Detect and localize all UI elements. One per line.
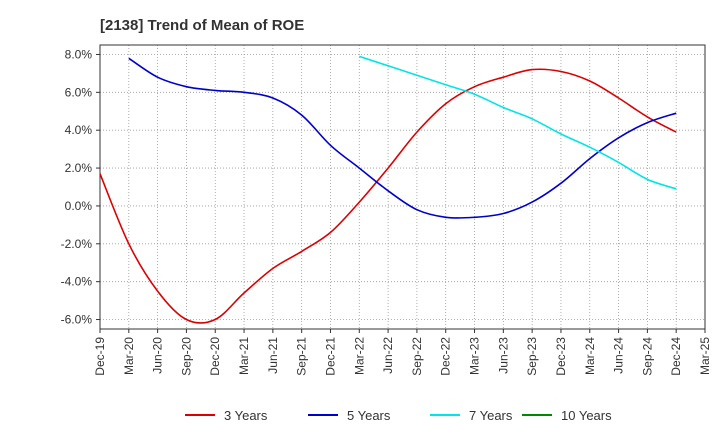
series-line-7-years xyxy=(359,55,677,190)
x-tick-label: Jun-22 xyxy=(381,337,395,374)
x-tick-label: Sep-24 xyxy=(640,337,654,376)
legend-label-7-years: 7 Years xyxy=(469,408,513,423)
series-line-3-years xyxy=(99,68,677,324)
x-tick-label: Mar-25 xyxy=(698,337,712,375)
plot-frame xyxy=(99,44,706,330)
x-tick-label: Sep-23 xyxy=(525,337,539,376)
x-tick-label: Jun-21 xyxy=(266,337,280,374)
x-tick-label: Dec-21 xyxy=(323,337,337,376)
y-tick-label: -4.0% xyxy=(61,275,93,289)
x-tick-label: Dec-24 xyxy=(669,337,683,376)
series-line-5-years xyxy=(128,57,677,219)
y-tick-label: 6.0% xyxy=(65,85,93,99)
legend-label-5-years: 5 Years xyxy=(347,408,391,423)
x-tick-label: Jun-24 xyxy=(612,337,626,374)
x-tick-label: Mar-20 xyxy=(122,337,136,375)
x-tick-label: Dec-22 xyxy=(439,337,453,376)
x-tick-label: Sep-21 xyxy=(295,337,309,376)
x-tick-label: Jun-23 xyxy=(496,337,510,374)
legend-label-3-years: 3 Years xyxy=(224,408,268,423)
x-tick-label: Jun-20 xyxy=(151,337,165,374)
x-tick-label: Sep-20 xyxy=(179,337,193,376)
y-tick-label: 2.0% xyxy=(65,161,93,175)
y-tick-label: -2.0% xyxy=(61,237,93,251)
x-tick-label: Dec-20 xyxy=(208,337,222,376)
legend-label-10-years: 10 Years xyxy=(561,408,612,423)
x-tick-label: Dec-23 xyxy=(554,337,568,376)
y-tick-label: 8.0% xyxy=(65,47,93,61)
x-tick-label: Mar-23 xyxy=(468,337,482,375)
y-tick-label: -6.0% xyxy=(61,313,93,327)
y-tick-label: 4.0% xyxy=(65,123,93,137)
chart-title: [2138] Trend of Mean of ROE xyxy=(100,17,304,34)
x-tick-label: Mar-22 xyxy=(352,337,366,375)
y-axis: 8.0% 6.0% 4.0% 2.0% 0.0% -2.0% -4.0% -6.0% xyxy=(61,47,100,327)
x-tick-label: Mar-21 xyxy=(237,337,251,375)
grid xyxy=(100,45,705,329)
x-tick-label: Mar-24 xyxy=(583,337,597,375)
y-tick-label: 0.0% xyxy=(65,199,93,213)
x-tick-label: Dec-19 xyxy=(93,337,107,376)
series-lines xyxy=(99,55,677,324)
x-tick-label: Sep-22 xyxy=(410,337,424,376)
legend: 3 Years 5 Years 7 Years 10 Years xyxy=(185,408,612,423)
x-axis: Dec-19 Mar-20 Jun-20 Sep-20 Dec-20 Mar-21 Jun-… xyxy=(93,329,712,376)
